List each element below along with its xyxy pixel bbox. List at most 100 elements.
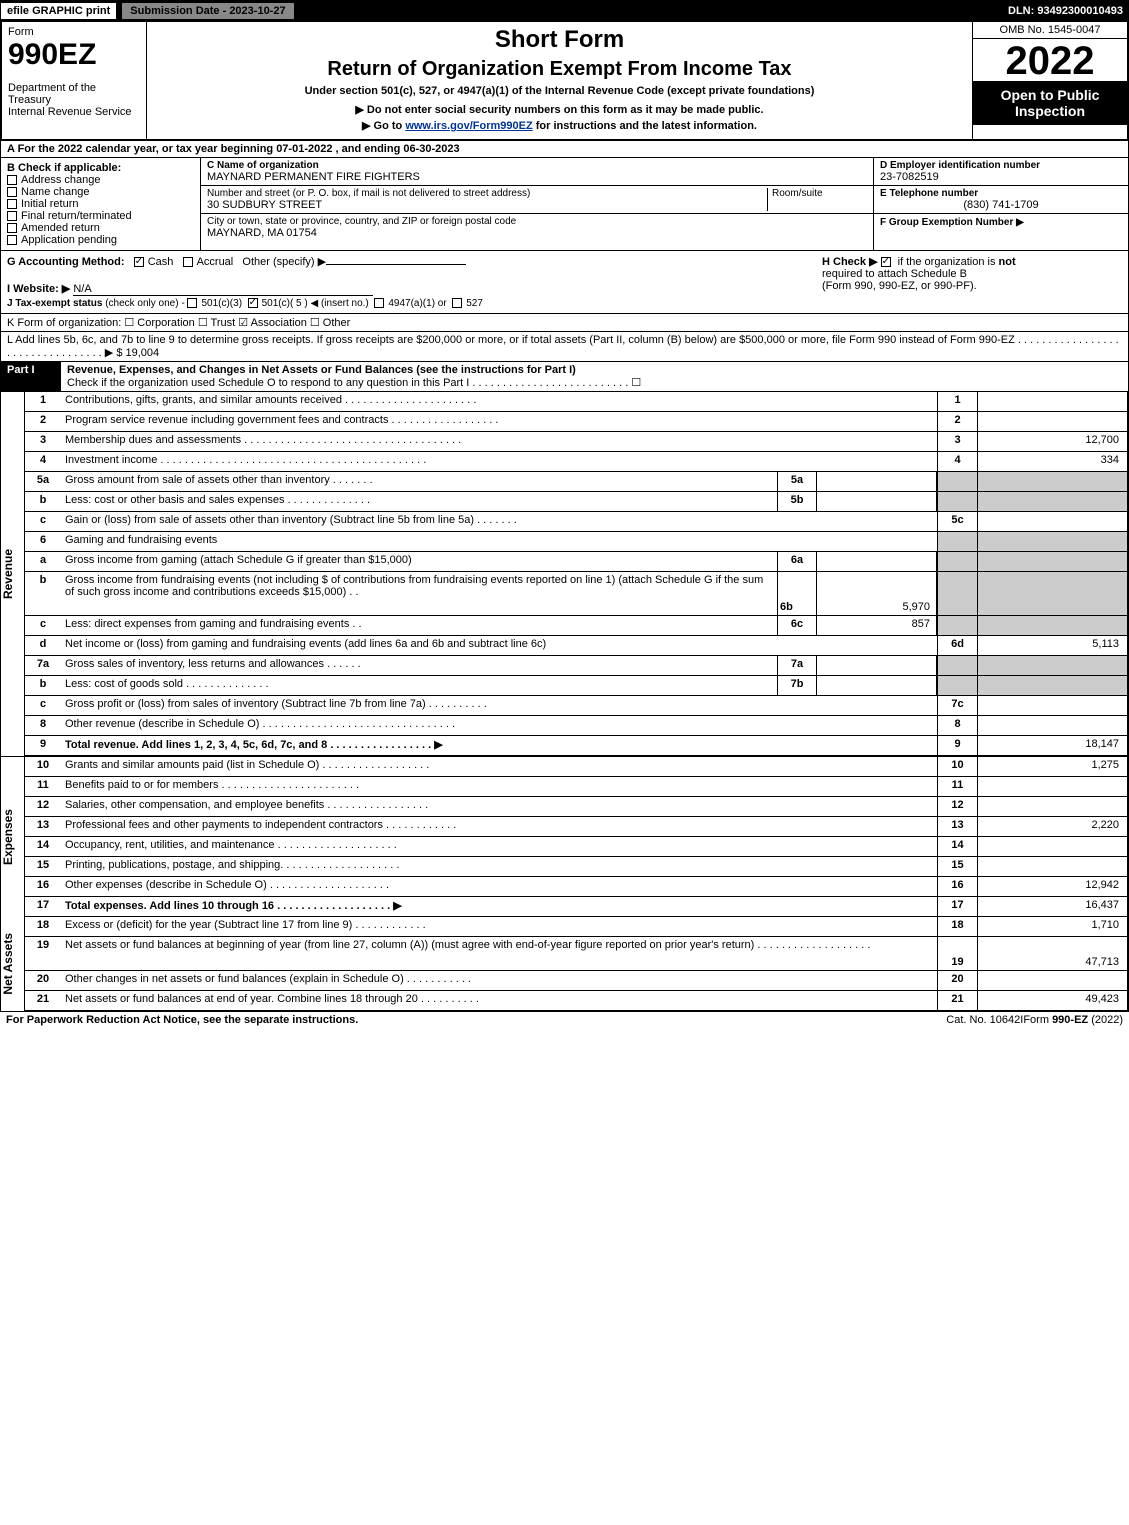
- line-15: 15Printing, publications, postage, and s…: [25, 857, 1128, 877]
- group-exemption-cell: F Group Exemption Number ▶: [874, 214, 1128, 248]
- 501c5-label: 501(c)( 5 ) ◀ (insert no.): [262, 298, 369, 309]
- check-address-change[interactable]: Address change: [7, 174, 194, 186]
- ein-cell: D Employer identification number 23-7082…: [874, 158, 1128, 186]
- part-i-header: Part I Revenue, Expenses, and Changes in…: [0, 362, 1129, 392]
- page-footer: For Paperwork Reduction Act Notice, see …: [0, 1011, 1129, 1028]
- expenses-vertical-label: Expenses: [1, 805, 24, 869]
- line-20: 20Other changes in net assets or fund ba…: [25, 971, 1128, 991]
- h-line2: required to attach Schedule B: [822, 268, 1122, 280]
- form-label: Form: [8, 26, 140, 38]
- header-middle: Short Form Return of Organization Exempt…: [147, 22, 972, 139]
- tax-year: 2022: [973, 39, 1127, 81]
- footer-form-post: (2022): [1088, 1014, 1123, 1026]
- line-6c: cLess: direct expenses from gaming and f…: [25, 616, 1128, 636]
- line-4: 4Investment income . . . . . . . . . . .…: [25, 452, 1128, 472]
- 527-label: 527: [466, 298, 483, 309]
- check-501c-icon[interactable]: [248, 298, 258, 308]
- line-12: 12Salaries, other compensation, and empl…: [25, 797, 1128, 817]
- section-g-h-i-j: G Accounting Method: Cash Accrual Other …: [0, 251, 1129, 314]
- line-9: 9Total revenue. Add lines 1, 2, 3, 4, 5c…: [25, 736, 1128, 756]
- irs-link[interactable]: www.irs.gov/Form990EZ: [405, 120, 532, 132]
- line-7a: 7aGross sales of inventory, less returns…: [25, 656, 1128, 676]
- h-mid: if the organization is: [898, 256, 999, 268]
- line-8: 8Other revenue (describe in Schedule O) …: [25, 716, 1128, 736]
- check-4947-icon[interactable]: [374, 298, 384, 308]
- website-label: I Website: ▶: [7, 283, 70, 295]
- line-3: 3Membership dues and assessments . . . .…: [25, 432, 1128, 452]
- expenses-rows: 10Grants and similar amounts paid (list …: [25, 757, 1128, 917]
- section-b: B Check if applicable: Address change Na…: [1, 158, 201, 250]
- check-final-return[interactable]: Final return/terminated: [7, 210, 194, 222]
- form-number: 990EZ: [8, 38, 140, 72]
- goto-post: for instructions and the latest informat…: [533, 120, 757, 132]
- section-d: D Employer identification number 23-7082…: [873, 158, 1128, 250]
- check-amended-return[interactable]: Amended return: [7, 222, 194, 234]
- j-note: (check only one) -: [105, 298, 187, 309]
- part-i-title: Revenue, Expenses, and Changes in Net As…: [67, 364, 1122, 376]
- h-not: not: [999, 256, 1016, 268]
- city-label: City or town, state or province, country…: [207, 216, 867, 227]
- line-16: 16Other expenses (describe in Schedule O…: [25, 877, 1128, 897]
- revenue-block: Revenue 1Contributions, gifts, grants, a…: [0, 392, 1129, 756]
- section-b-title: B Check if applicable:: [7, 162, 194, 174]
- city-cell: City or town, state or province, country…: [201, 214, 873, 241]
- section-c: C Name of organization MAYNARD PERMANENT…: [201, 158, 873, 250]
- check-initial-return[interactable]: Initial return: [7, 198, 194, 210]
- org-name-cell: C Name of organization MAYNARD PERMANENT…: [201, 158, 873, 186]
- line-l-text: L Add lines 5b, 6c, and 7b to line 9 to …: [7, 334, 1119, 359]
- revenue-vertical-label: Revenue: [1, 545, 24, 603]
- check-accrual-icon[interactable]: [183, 257, 193, 267]
- 501c3-label: 501(c)(3): [201, 298, 242, 309]
- other-specify: Other (specify) ▶: [242, 256, 326, 268]
- check-application-pending[interactable]: Application pending: [7, 234, 194, 246]
- open-public-badge: Open to Public Inspection: [973, 81, 1127, 125]
- acct-method-label: G Accounting Method:: [7, 256, 125, 268]
- efile-badge[interactable]: efile GRAPHIC print: [0, 2, 117, 20]
- goto-pre: ▶ Go to: [362, 120, 405, 132]
- line-2: 2Program service revenue including gover…: [25, 412, 1128, 432]
- tax-exempt-row: J Tax-exempt status (check only one) - 5…: [7, 298, 812, 309]
- line-1: 1Contributions, gifts, grants, and simil…: [25, 392, 1128, 412]
- line-5a: 5aGross amount from sale of assets other…: [25, 472, 1128, 492]
- line-6d: dNet income or (loss) from gaming and fu…: [25, 636, 1128, 656]
- top-bar: efile GRAPHIC print Submission Date - 20…: [0, 0, 1129, 22]
- check-name-change[interactable]: Name change: [7, 186, 194, 198]
- check-527-icon[interactable]: [452, 298, 462, 308]
- phone-value: (830) 741-1709: [880, 199, 1122, 211]
- org-name-label: C Name of organization: [207, 160, 867, 171]
- website-value: N/A: [73, 283, 373, 296]
- revenue-rows: 1Contributions, gifts, grants, and simil…: [25, 392, 1128, 756]
- org-name: MAYNARD PERMANENT FIRE FIGHTERS: [207, 171, 867, 183]
- h-pre: H Check ▶: [822, 256, 881, 268]
- check-h-icon[interactable]: [881, 257, 891, 267]
- g-left-col: G Accounting Method: Cash Accrual Other …: [7, 255, 812, 309]
- line-5c: cGain or (loss) from sale of assets othe…: [25, 512, 1128, 532]
- line-6b: bGross income from fundraising events (n…: [25, 572, 1128, 616]
- city-state-zip: MAYNARD, MA 01754: [207, 227, 867, 239]
- header-right: OMB No. 1545-0047 2022 Open to Public In…: [972, 22, 1127, 139]
- check-501c3-icon[interactable]: [187, 298, 197, 308]
- line-13: 13Professional fees and other payments t…: [25, 817, 1128, 837]
- under-section: Under section 501(c), 527, or 4947(a)(1)…: [155, 85, 964, 97]
- expenses-block: Expenses 10Grants and similar amounts pa…: [0, 756, 1129, 917]
- check-cash-icon[interactable]: [134, 257, 144, 267]
- header-left: Form 990EZ Department of the Treasury In…: [2, 22, 147, 139]
- dept-irs: Internal Revenue Service: [8, 106, 140, 118]
- cash-label: Cash: [148, 256, 174, 268]
- line-6: 6Gaming and fundraising events: [25, 532, 1128, 552]
- part-i-label: Part I: [1, 362, 61, 391]
- other-specify-blank[interactable]: [326, 264, 466, 265]
- line-14: 14Occupancy, rent, utilities, and mainte…: [25, 837, 1128, 857]
- line-7b: bLess: cost of goods sold . . . . . . . …: [25, 676, 1128, 696]
- footer-form-pre: Form: [1023, 1014, 1052, 1026]
- revenue-vlabel-box: Revenue: [1, 392, 25, 756]
- addr-label: Number and street (or P. O. box, if mail…: [207, 188, 767, 199]
- footer-right: Form 990-EZ (2022): [1023, 1014, 1123, 1026]
- street-address: 30 SUDBURY STREET: [207, 199, 767, 211]
- expenses-vlabel-box: Expenses: [1, 757, 25, 917]
- main-info-block: B Check if applicable: Address change Na…: [0, 158, 1129, 251]
- netassets-block: Net Assets 18Excess or (deficit) for the…: [0, 917, 1129, 1011]
- group-exemption-label: F Group Exemption Number ▶: [880, 217, 1024, 228]
- j-label: J Tax-exempt status: [7, 298, 102, 309]
- submission-date: Submission Date - 2023-10-27: [121, 2, 294, 20]
